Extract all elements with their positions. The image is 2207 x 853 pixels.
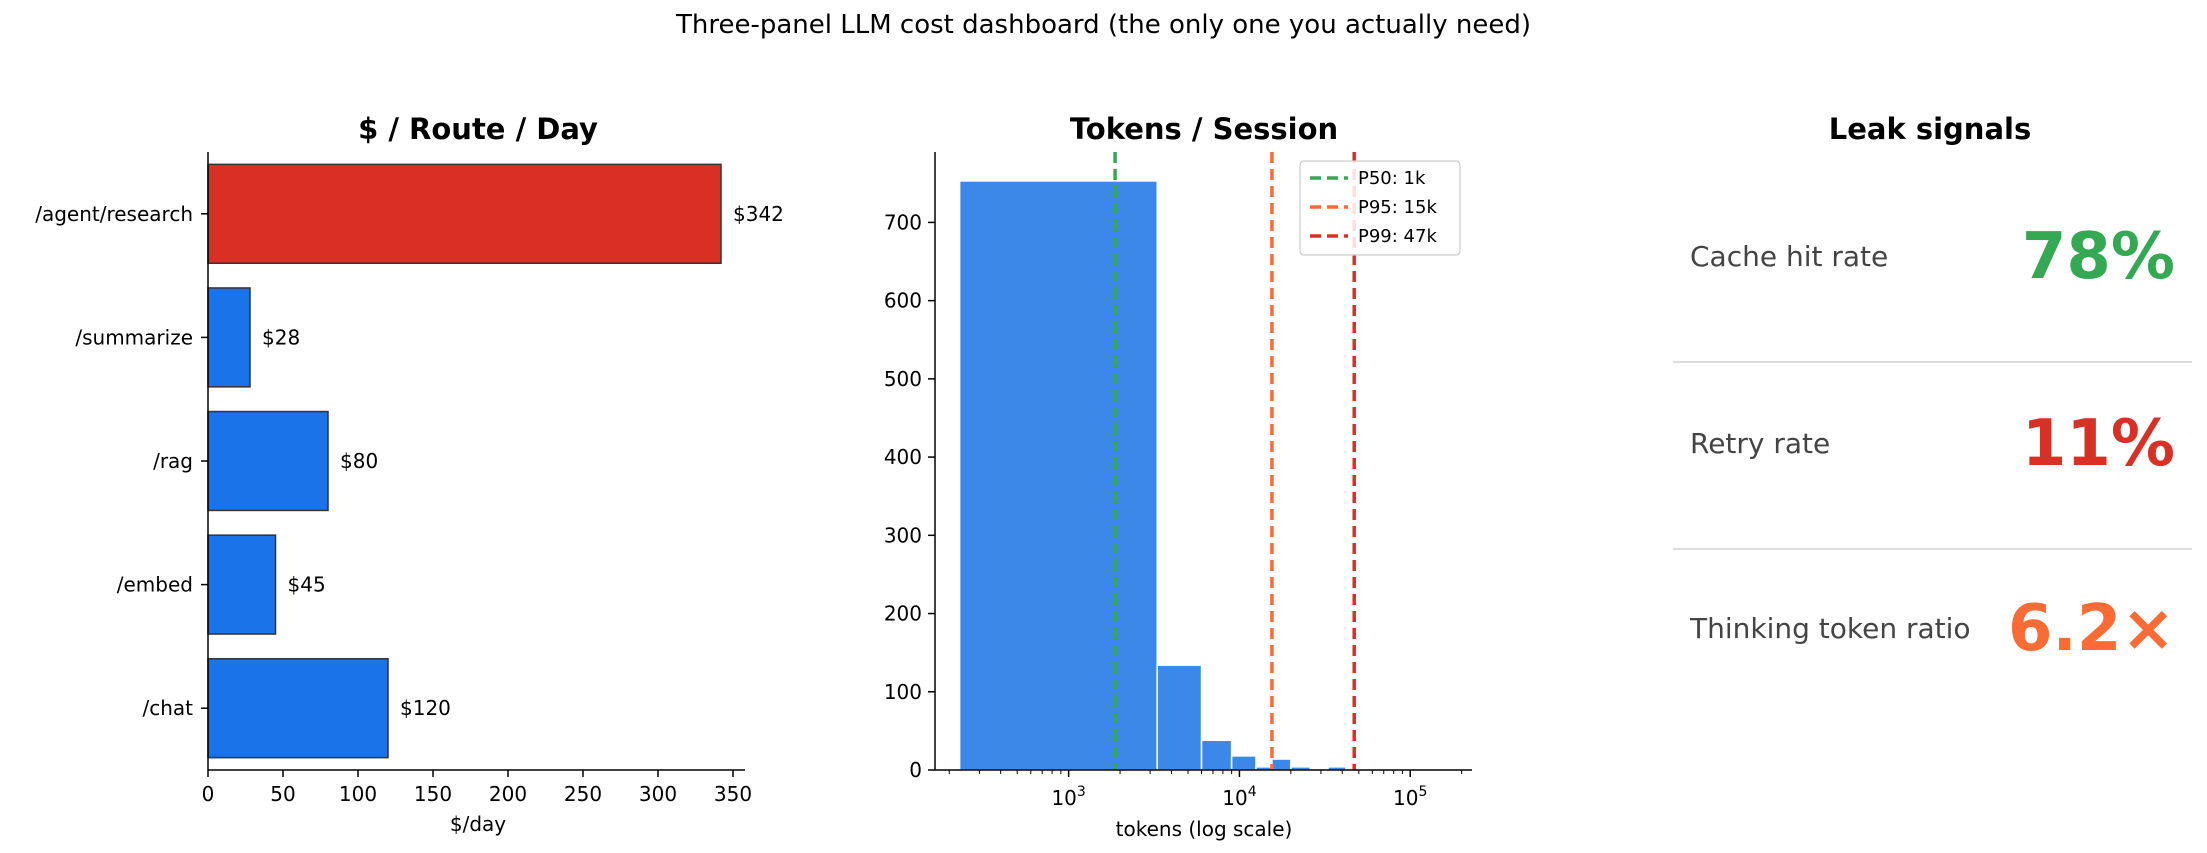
leak-signals-panel: Leak signals Cache hit rate 78% Retry rate… bbox=[1673, 112, 2192, 666]
route-bar-summarize bbox=[207, 287, 251, 388]
x-tick-label: 105 bbox=[1393, 784, 1427, 810]
route-bar-value-label: $80 bbox=[340, 449, 378, 473]
legend-entry: P99: 47k bbox=[1358, 226, 1437, 247]
route-cost-axes: /chat/embed/rag/summarize/agent/research… bbox=[35, 152, 752, 806]
legend-entry: P50: 1k bbox=[1358, 168, 1426, 189]
x-tick-label: 100 bbox=[339, 782, 377, 806]
leak-signals-rows: Cache hit rate 78% Retry rate 11% Thinking t… bbox=[1673, 220, 2192, 666]
route-bar-embed bbox=[207, 534, 277, 635]
x-tick-exponent: 5 bbox=[1418, 784, 1427, 800]
histogram-bin bbox=[1230, 755, 1257, 771]
x-tick-exponent: 3 bbox=[1077, 784, 1086, 800]
y-tick-label: 300 bbox=[884, 523, 922, 547]
tokens-session-panel: Tokens / Session 0 100 200 300 400 500 600 700 1… bbox=[884, 112, 1472, 841]
route-cost-x-axis-label: $/day bbox=[450, 812, 506, 836]
route-tick-label: /summarize bbox=[75, 325, 193, 349]
histogram-bin bbox=[958, 180, 1158, 771]
y-tick-label: 500 bbox=[884, 367, 922, 391]
route-bar-rag bbox=[207, 410, 329, 512]
x-tick-label: 350 bbox=[714, 782, 752, 806]
route-tick-label: /embed bbox=[117, 573, 193, 597]
leak-signal-value-thinking-token-ratio: 6.2× bbox=[2008, 592, 2175, 666]
x-tick-base: 10 bbox=[1222, 786, 1247, 810]
x-tick-base: 10 bbox=[1051, 786, 1076, 810]
route-bar-value-label: $342 bbox=[733, 202, 784, 226]
x-tick-label: 300 bbox=[639, 782, 677, 806]
x-tick-label: 200 bbox=[489, 782, 527, 806]
x-tick-label: 104 bbox=[1222, 784, 1256, 810]
leak-signal-label-thinking-token-ratio: Thinking token ratio bbox=[1689, 612, 1971, 645]
x-tick-label: 50 bbox=[270, 782, 295, 806]
route-tick-label: /agent/research bbox=[35, 202, 193, 226]
histogram-bin bbox=[1156, 664, 1203, 771]
route-cost-title: $ / Route / Day bbox=[358, 112, 598, 146]
legend-entry: P95: 15k bbox=[1358, 197, 1437, 218]
y-tick-label: 600 bbox=[884, 289, 922, 313]
x-tick-exponent: 4 bbox=[1248, 784, 1257, 800]
y-tick-label: 0 bbox=[909, 758, 922, 782]
dashboard-suptitle: Three-panel LLM cost dashboard (the only… bbox=[675, 10, 1531, 40]
x-tick-label: 250 bbox=[564, 782, 602, 806]
x-tick-label: 150 bbox=[414, 782, 452, 806]
route-bar-value-label: $120 bbox=[400, 696, 451, 720]
route-tick-label: /rag bbox=[153, 449, 193, 473]
route-bar-agent-research bbox=[207, 163, 722, 264]
leak-signal-label-retry-rate: Retry rate bbox=[1690, 427, 1830, 460]
route-cost-bars: $120 $45 $80 $28 $342 bbox=[207, 163, 784, 759]
leak-signal-label-cache-hit-rate: Cache hit rate bbox=[1690, 240, 1888, 273]
y-tick-label: 200 bbox=[884, 602, 922, 626]
y-tick-label: 100 bbox=[884, 680, 922, 704]
route-bar-chat bbox=[207, 658, 389, 759]
percentile-legend: P50: 1k P95: 15k P99: 47k bbox=[1299, 160, 1461, 256]
leak-signal-value-retry-rate: 11% bbox=[2022, 407, 2175, 481]
legend-box bbox=[1299, 160, 1461, 256]
tokens-x-axis-label: tokens (log scale) bbox=[1116, 817, 1293, 841]
route-tick-label: /chat bbox=[142, 696, 193, 720]
leak-signals-title: Leak signals bbox=[1829, 112, 2031, 146]
histogram-bin bbox=[1200, 739, 1233, 771]
route-cost-panel: $ / Route / Day $120$45$80$28$342 /chat/… bbox=[35, 112, 784, 836]
y-tick-label: 700 bbox=[884, 210, 922, 234]
histogram-bin bbox=[1271, 758, 1292, 771]
x-tick-base: 10 bbox=[1393, 786, 1418, 810]
y-tick-label: 400 bbox=[884, 445, 922, 469]
route-bar-value-label: $45 bbox=[288, 573, 326, 597]
leak-signal-value-cache-hit-rate: 78% bbox=[2022, 220, 2175, 294]
x-tick-label: 103 bbox=[1051, 784, 1085, 810]
tokens-histogram-bars bbox=[958, 180, 1442, 771]
tokens-session-title: Tokens / Session bbox=[1070, 112, 1338, 146]
x-tick-label: 0 bbox=[202, 782, 215, 806]
route-bar-value-label: $28 bbox=[262, 325, 300, 349]
